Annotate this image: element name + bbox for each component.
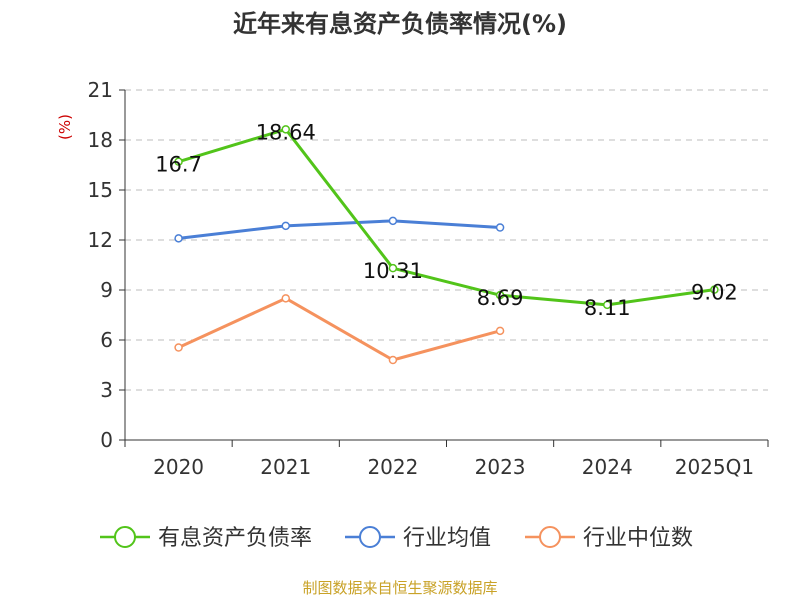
legend-label: 有息资产负债率: [158, 526, 312, 551]
y-tick-label: 0: [100, 428, 113, 452]
y-tick-label: 6: [100, 328, 113, 352]
legend-label: 行业均值: [403, 526, 491, 551]
data-point: [495, 326, 505, 336]
data-point: [710, 285, 719, 294]
axes: 0 3 6 9 12 15 18 21 2020 2021 2022 2023 2024 2025Q1: [88, 78, 769, 479]
x-tick-label: 2022: [367, 455, 418, 479]
x-tick-label: 2020: [153, 455, 204, 479]
y-tick-label: 18: [88, 128, 113, 152]
data-point: [281, 294, 290, 303]
data-point: [174, 343, 183, 352]
data-label: 18.64: [256, 120, 316, 144]
y-tick-label: 12: [88, 228, 113, 252]
series-line-2: [177, 296, 501, 362]
data-point: [495, 223, 505, 232]
series-lines: [174, 125, 719, 365]
legend-label: 行业中位数: [583, 526, 693, 551]
y-tick-label: 21: [88, 78, 113, 102]
y-axis-unit-label: (%): [56, 114, 74, 140]
data-point: [174, 157, 183, 166]
data-point: [495, 290, 505, 300]
legend-marker: [539, 526, 561, 548]
data-label: 8.11: [584, 296, 631, 320]
y-tick-label: 3: [100, 378, 113, 402]
source-note: 制图数据来自恒生聚源数据库: [302, 579, 497, 597]
y-tick-label: 15: [88, 178, 113, 202]
legend-marker: [359, 526, 381, 548]
data-labels: 16.7 18.64 10.31 8.69 8.11 9.02: [155, 120, 738, 320]
legend-marker: [114, 526, 136, 548]
data-point: [281, 221, 290, 231]
data-point: [388, 263, 398, 273]
data-label: 8.69: [477, 286, 524, 310]
x-tick-label: 2021: [260, 455, 311, 479]
data-point: [603, 300, 612, 310]
data-label: 10.31: [363, 259, 423, 283]
data-label: 9.02: [691, 281, 738, 305]
data-point: [281, 125, 290, 134]
legend: 有息资产负债率 行业均值 行业中位数: [100, 526, 693, 551]
grid-lines: [125, 89, 768, 391]
x-tick-label: 2023: [475, 455, 526, 479]
y-tick-label: 9: [100, 278, 113, 302]
chart-title: 近年来有息资产负债率情况(%): [233, 10, 567, 38]
data-point: [174, 234, 183, 243]
series-line-0: [178, 127, 715, 307]
x-tick-label: 2024: [582, 455, 633, 479]
data-label: 16.7: [155, 153, 202, 177]
data-point: [388, 216, 398, 226]
data-point: [388, 355, 398, 365]
x-tick-label: 2025Q1: [675, 455, 754, 479]
series-line-1: [178, 219, 501, 240]
